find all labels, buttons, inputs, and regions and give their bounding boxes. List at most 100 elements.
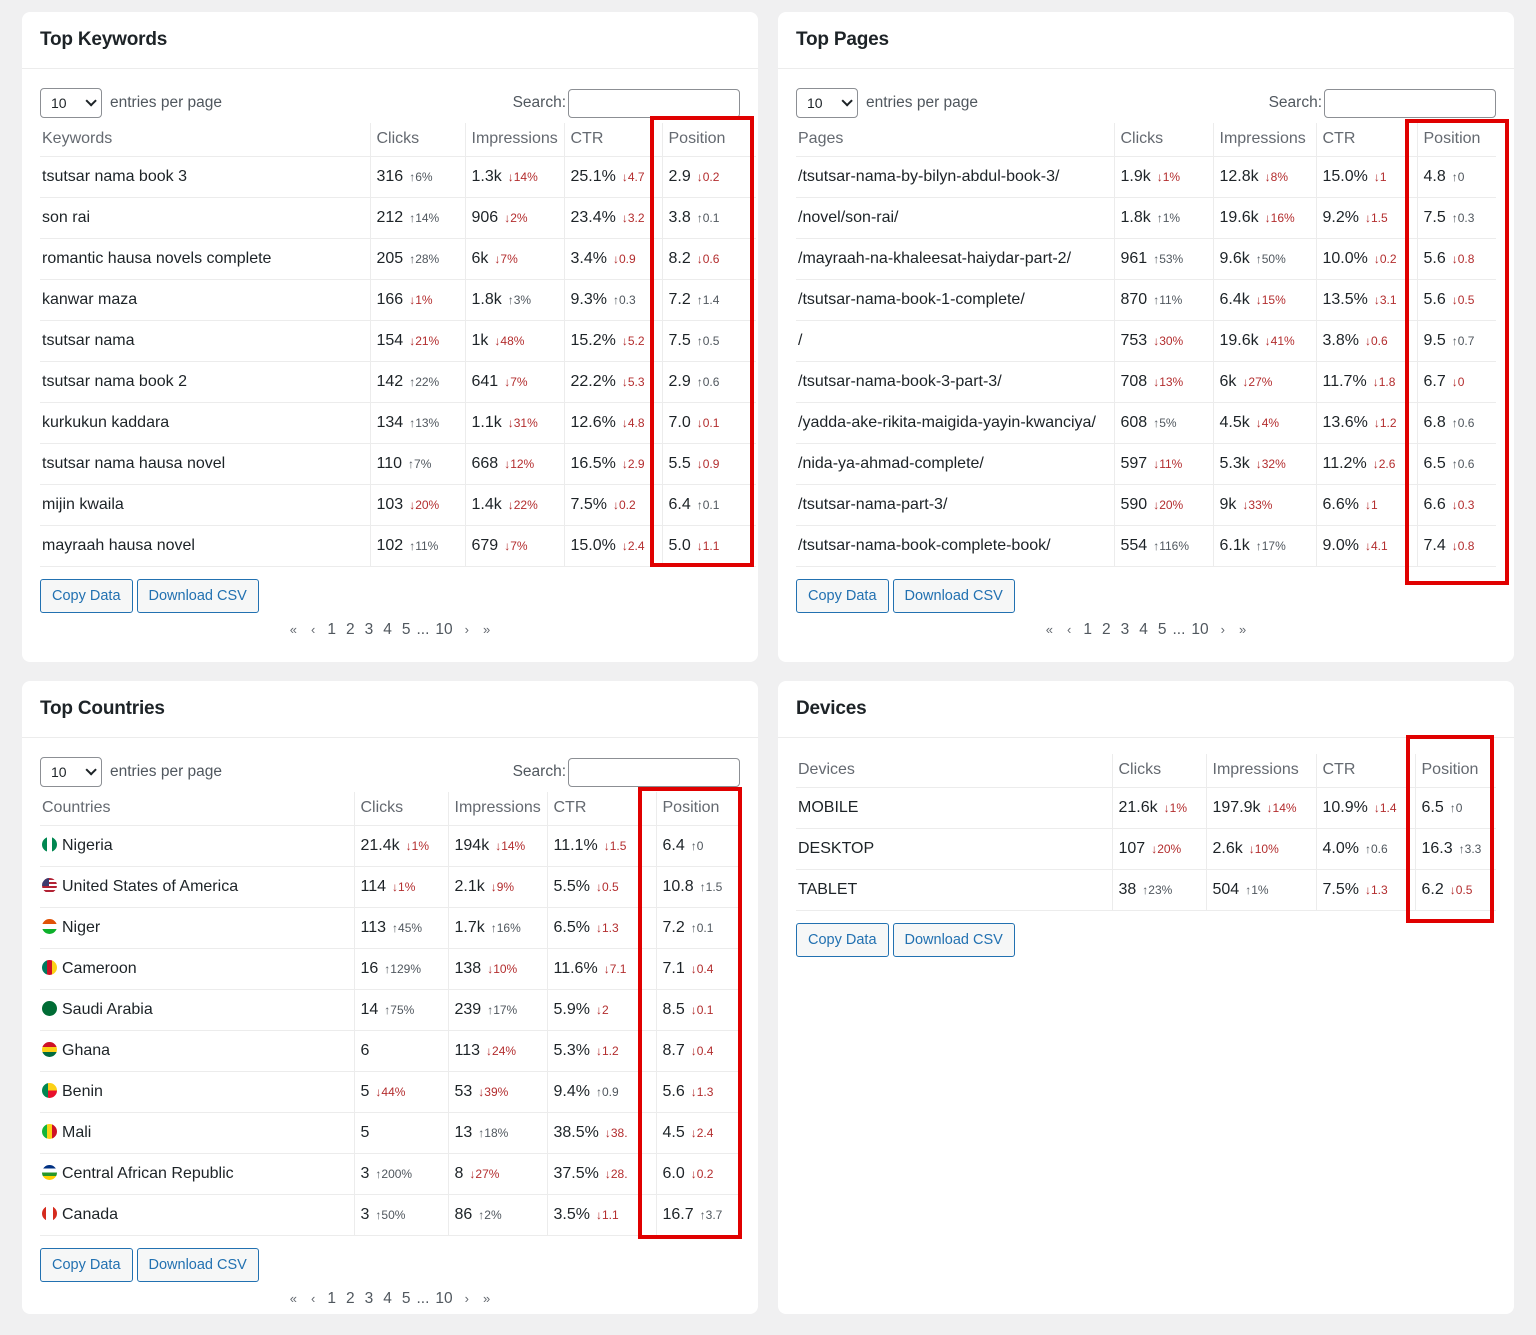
column-header-pages[interactable]: Pages (796, 123, 1114, 157)
ctr-change: ↓2.6 (1372, 456, 1396, 471)
keywords-table: Keywords Clicks Impressions CTR Position tsut… (40, 123, 756, 567)
copy-data-button[interactable]: Copy Data (40, 1247, 133, 1282)
row-label: tsutsar nama book 3 (42, 167, 187, 185)
page-10-link[interactable]: 10 (435, 620, 453, 638)
prev-page-link[interactable]: ‹ (1067, 622, 1072, 637)
ctr-value: 10.9% (1322, 798, 1368, 816)
prev-page-link[interactable]: ‹ (311, 1291, 316, 1306)
page-10-link[interactable]: 10 (1191, 620, 1209, 638)
column-header-clicks[interactable]: Clicks (1113, 123, 1213, 157)
top-keywords-card: Top Keywords 10 entries per page Search: Key… (22, 12, 758, 662)
first-page-link[interactable]: « (289, 1291, 297, 1306)
impressions-value: 6k (1219, 372, 1237, 390)
column-header-keywords[interactable]: Keywords (40, 123, 370, 157)
search-input[interactable] (1324, 88, 1496, 118)
page-4-link[interactable]: 4 (383, 1289, 392, 1307)
clicks-cell: 554 ↑116% (1113, 525, 1213, 567)
entries-select-value: 10 (51, 764, 67, 780)
ctr-cell: 3.8% ↓0.6 (1315, 320, 1417, 362)
column-header-impressions[interactable]: Impressions (1212, 123, 1316, 157)
search-input[interactable] (568, 88, 740, 118)
flag-icon-cm (42, 959, 57, 975)
column-header-position[interactable]: Position (655, 792, 740, 826)
prev-page-link[interactable]: ‹ (311, 622, 316, 637)
table-row: tsutsar nama hausa novel 110 ↑7% 668 ↓12% 16.… (40, 443, 756, 485)
ctr-change: ↓5.2 (621, 333, 645, 348)
first-page-link[interactable]: « (1045, 622, 1053, 637)
copy-data-button[interactable]: Copy Data (796, 922, 889, 957)
page-4-link[interactable]: 4 (383, 620, 392, 638)
download-csv-button[interactable]: Download CSV (136, 1247, 259, 1282)
column-header-devices[interactable]: Devices (796, 754, 1112, 788)
column-header-ctr[interactable]: CTR (1315, 754, 1415, 788)
first-page-link[interactable]: « (289, 622, 297, 637)
column-header-impressions[interactable]: Impressions (464, 123, 564, 157)
page-3-link[interactable]: 3 (364, 1289, 374, 1307)
page-3-link[interactable]: 3 (1120, 620, 1130, 638)
card-title: Top Countries (40, 698, 165, 719)
impressions-cell: 679 ↓7% (464, 525, 564, 567)
ctr-value: 11.2% (1322, 454, 1367, 472)
next-page-link[interactable]: › (1220, 622, 1225, 637)
position-cell: 9.5 ↑0.7 (1416, 320, 1496, 362)
next-page-link[interactable]: › (464, 622, 469, 637)
page-10-link[interactable]: 10 (435, 1289, 453, 1307)
row-label-cell: mijin kwaila (40, 484, 370, 526)
entries-per-page: 10 entries per page (40, 757, 222, 787)
clicks-value: 590 (1120, 495, 1148, 513)
column-header-clicks[interactable]: Clicks (1111, 754, 1206, 788)
next-page-link[interactable]: › (464, 1291, 469, 1306)
page-2-link[interactable]: 2 (345, 620, 355, 638)
column-header-impressions[interactable]: Impressions (447, 792, 547, 826)
column-header-clicks[interactable]: Clicks (353, 792, 448, 826)
column-header-ctr[interactable]: CTR (563, 123, 662, 157)
position-change: ↑3.3 (1458, 841, 1482, 856)
column-header-position[interactable]: Position (1414, 754, 1496, 788)
position-cell: 10.8 ↑1.5 (655, 866, 740, 908)
impressions-cell: 1.8k ↑3% (464, 279, 564, 321)
download-csv-button[interactable]: Download CSV (136, 578, 259, 613)
last-page-link[interactable]: » (482, 622, 491, 637)
position-change: ↓0.4 (690, 1043, 714, 1058)
copy-data-button[interactable]: Copy Data (40, 578, 133, 613)
download-csv-button[interactable]: Download CSV (892, 578, 1015, 613)
impressions-change: ↓7% (504, 538, 528, 553)
flag-icon-us (42, 877, 57, 893)
position-value: 7.4 (1423, 536, 1446, 554)
column-header-position[interactable]: Position (661, 123, 756, 157)
page-1-link[interactable]: 1 (327, 620, 336, 638)
page-5-link[interactable]: 5 (401, 620, 411, 638)
position-value: 2.9 (668, 372, 691, 390)
column-header-position[interactable]: Position (1416, 123, 1496, 157)
entries-select[interactable]: 10 (796, 88, 858, 118)
search: Search: (513, 88, 740, 118)
last-page-link[interactable]: » (482, 1291, 491, 1306)
entries-select[interactable]: 10 (40, 88, 102, 118)
page-3-link[interactable]: 3 (364, 620, 374, 638)
column-header-impressions[interactable]: Impressions (1205, 754, 1316, 788)
position-change: ↑0.1 (696, 497, 720, 512)
position-change: ↓0.8 (1451, 538, 1475, 553)
column-header-ctr[interactable]: CTR (1315, 123, 1417, 157)
page-5-link[interactable]: 5 (1157, 620, 1167, 638)
page-1-link[interactable]: 1 (1083, 620, 1092, 638)
table-row: /novel/son-rai/1.8k ↑1% 19.6k ↓16% 9.2% ↓1.5 7… (796, 197, 1496, 239)
download-csv-button[interactable]: Download CSV (892, 922, 1015, 957)
page-2-link[interactable]: 2 (1101, 620, 1111, 638)
page-5-link[interactable]: 5 (401, 1289, 411, 1307)
column-header-countries[interactable]: Countries (40, 792, 354, 826)
last-page-link[interactable]: » (1238, 622, 1247, 637)
clicks-change: ↓20% (1151, 841, 1182, 856)
clicks-change: ↑13% (409, 415, 440, 430)
page-2-link[interactable]: 2 (345, 1289, 355, 1307)
page-4-link[interactable]: 4 (1139, 620, 1148, 638)
position-change: ↓0 (1451, 374, 1465, 389)
entries-per-page: 10 entries per page (40, 88, 222, 118)
column-header-clicks[interactable]: Clicks (369, 123, 465, 157)
column-header-ctr[interactable]: CTR (546, 792, 656, 826)
page-1-link[interactable]: 1 (327, 1289, 336, 1307)
copy-data-button[interactable]: Copy Data (796, 578, 889, 613)
search-input[interactable] (568, 757, 740, 787)
entries-select[interactable]: 10 (40, 757, 102, 787)
impressions-cell: 12.8k ↓8% (1212, 156, 1316, 198)
